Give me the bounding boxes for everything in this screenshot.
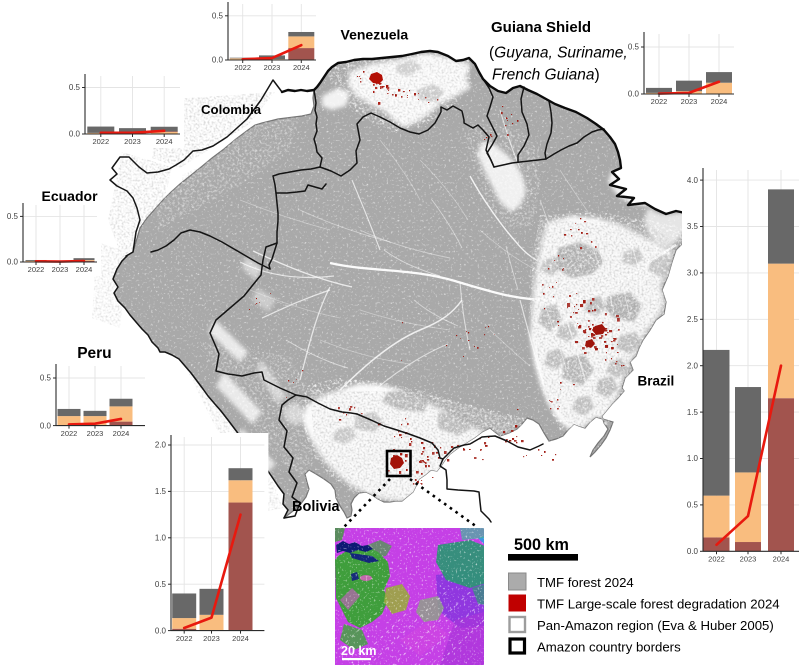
svg-text:1.5: 1.5 bbox=[155, 487, 167, 496]
svg-text:0.0: 0.0 bbox=[69, 130, 81, 139]
svg-text:20 km: 20 km bbox=[341, 644, 376, 658]
svg-text:Ecuador: Ecuador bbox=[42, 188, 99, 204]
svg-text:0.0: 0.0 bbox=[687, 547, 699, 556]
svg-text:1.0: 1.0 bbox=[687, 454, 699, 463]
svg-text:0.5: 0.5 bbox=[40, 374, 52, 383]
svg-text:0.5: 0.5 bbox=[155, 580, 167, 589]
svg-text:2024: 2024 bbox=[293, 63, 310, 72]
svg-text:Guiana Shield: Guiana Shield bbox=[491, 19, 591, 36]
svg-text:2024: 2024 bbox=[232, 634, 249, 643]
svg-text:2024: 2024 bbox=[76, 265, 93, 274]
svg-text:0.5: 0.5 bbox=[212, 12, 224, 21]
svg-text:2022: 2022 bbox=[61, 429, 78, 438]
svg-text:2.5: 2.5 bbox=[687, 315, 699, 324]
svg-text:2022: 2022 bbox=[234, 63, 251, 72]
svg-text:2023: 2023 bbox=[681, 97, 698, 106]
svg-text:500 km: 500 km bbox=[514, 536, 569, 554]
svg-text:2023: 2023 bbox=[87, 429, 104, 438]
svg-text:3.0: 3.0 bbox=[687, 269, 699, 278]
svg-text:0.0: 0.0 bbox=[40, 421, 52, 430]
svg-text:2022: 2022 bbox=[176, 634, 193, 643]
svg-text:2.0: 2.0 bbox=[155, 441, 167, 450]
svg-text:2022: 2022 bbox=[708, 554, 725, 563]
svg-text:French Guiana): French Guiana) bbox=[492, 67, 600, 84]
svg-text:0.0: 0.0 bbox=[155, 626, 167, 635]
svg-text:1.5: 1.5 bbox=[687, 408, 699, 417]
svg-text:0.0: 0.0 bbox=[212, 56, 224, 65]
svg-text:0.5: 0.5 bbox=[7, 212, 19, 221]
svg-text:2023: 2023 bbox=[52, 265, 69, 274]
svg-text:Venezuela: Venezuela bbox=[341, 27, 409, 43]
svg-text:3.5: 3.5 bbox=[687, 222, 699, 231]
svg-text:TMF forest 2024: TMF forest 2024 bbox=[537, 575, 634, 590]
svg-text:2022: 2022 bbox=[92, 137, 109, 146]
svg-text:2023: 2023 bbox=[740, 554, 757, 563]
svg-text:0.0: 0.0 bbox=[7, 258, 19, 267]
svg-text:2.0: 2.0 bbox=[687, 361, 699, 370]
svg-text:Amazon country borders: Amazon country borders bbox=[537, 639, 681, 654]
svg-text:0.0: 0.0 bbox=[628, 90, 640, 99]
svg-text:2024: 2024 bbox=[156, 137, 173, 146]
svg-text:0.5: 0.5 bbox=[687, 501, 699, 510]
svg-text:2022: 2022 bbox=[651, 97, 668, 106]
svg-text:TMF Large-scale forest degrada: TMF Large-scale forest degradation 2024 bbox=[537, 596, 780, 611]
svg-text:0.5: 0.5 bbox=[628, 43, 640, 52]
svg-text:2024: 2024 bbox=[113, 429, 130, 438]
svg-text:Pan-Amazon region (Eva & Huber: Pan-Amazon region (Eva & Huber 2005) bbox=[537, 618, 774, 633]
svg-text:4.0: 4.0 bbox=[687, 176, 699, 185]
svg-text:1.0: 1.0 bbox=[155, 534, 167, 543]
svg-text:Colombia: Colombia bbox=[201, 102, 262, 117]
svg-text:(Guyana, Suriname,: (Guyana, Suriname, bbox=[489, 45, 628, 62]
svg-text:2022: 2022 bbox=[28, 265, 45, 274]
svg-text:Brazil: Brazil bbox=[638, 374, 675, 389]
svg-text:2024: 2024 bbox=[773, 554, 790, 563]
svg-text:Peru: Peru bbox=[77, 345, 111, 362]
svg-text:2024: 2024 bbox=[711, 97, 728, 106]
svg-text:2023: 2023 bbox=[264, 63, 281, 72]
svg-text:Bolivia: Bolivia bbox=[292, 499, 340, 515]
svg-text:0.5: 0.5 bbox=[69, 83, 81, 92]
svg-text:2023: 2023 bbox=[203, 634, 220, 643]
svg-text:2023: 2023 bbox=[124, 137, 141, 146]
